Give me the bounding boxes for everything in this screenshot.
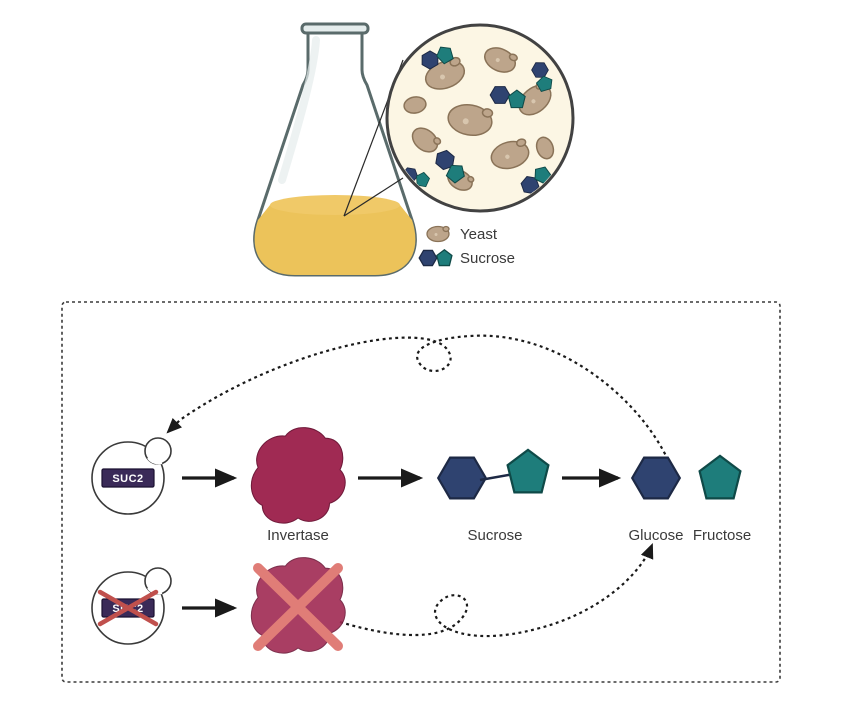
feedback-arrow-top bbox=[168, 336, 668, 460]
legend-sucrose-label: Sucrose bbox=[460, 250, 515, 267]
gene-label-suc2: SUC2 bbox=[112, 473, 143, 485]
fructose-label: Fructose bbox=[693, 527, 751, 544]
legend: Yeast Sucrose bbox=[419, 226, 515, 267]
glucose-label: Glucose bbox=[628, 527, 683, 544]
magnified-view bbox=[387, 25, 573, 211]
cheater-arrow-bottom bbox=[340, 545, 652, 636]
sucrose-label: Sucrose bbox=[467, 527, 522, 544]
enzyme-label: Invertase bbox=[267, 527, 329, 544]
row-suc2: SUC2 Invertase Sucrose Glucose Fructose bbox=[92, 428, 751, 544]
legend-yeast-label: Yeast bbox=[460, 226, 498, 243]
row-suc2-ko: SUC2 bbox=[92, 558, 345, 653]
